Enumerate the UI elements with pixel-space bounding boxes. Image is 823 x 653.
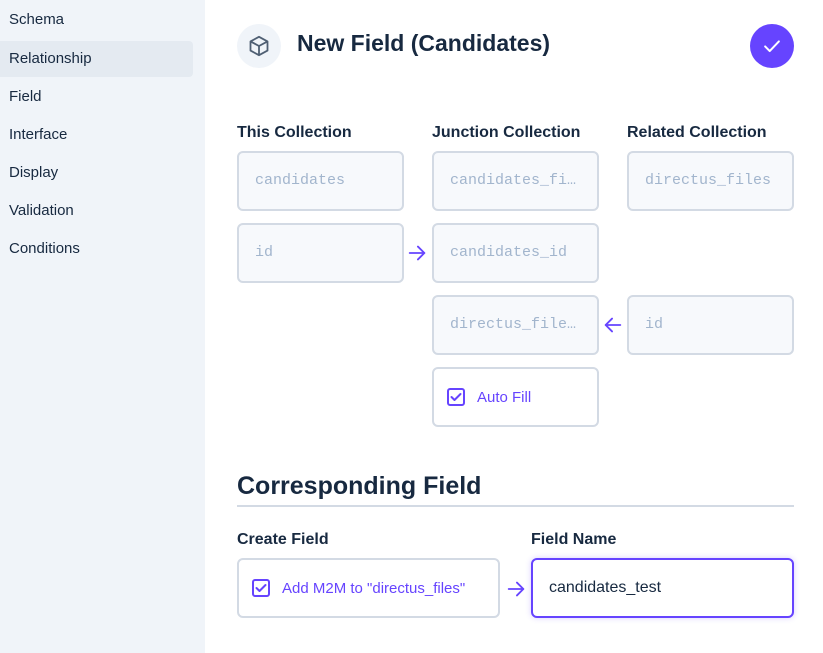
sidebar-item-relationship[interactable]: Relationship [0,41,193,77]
checkbox-checked-icon [447,388,465,406]
junction-field-two[interactable]: directus_files_id [432,295,599,355]
auto-fill-checkbox[interactable]: Auto Fill [432,367,599,427]
sidebar-item-schema[interactable]: Schema [9,11,65,28]
sidebar-item-display[interactable]: Display [9,164,59,181]
sidebar-item-conditions[interactable]: Conditions [9,240,80,257]
checkbox-checked-icon [252,579,270,597]
create-field-checkbox[interactable]: Add M2M to "directus_files" [237,558,500,618]
related-collection-label: Related Collection [627,124,767,141]
auto-fill-label: Auto Fill [477,388,532,406]
related-collection-primary-key-field[interactable]: id [627,295,794,355]
sidebar-item-interface[interactable]: Interface [9,126,68,143]
box-icon [237,24,281,68]
create-field-checkbox-label: Add M2M to "directus_files" [282,579,466,597]
sidebar-item-validation[interactable]: Validation [9,202,74,219]
section-divider [237,505,794,507]
save-button[interactable] [750,24,794,68]
page-title: New Field (Candidates) [297,30,551,56]
junction-field-one[interactable]: candidates_id [432,223,599,283]
related-collection-field[interactable]: directus_files [627,151,794,211]
this-collection-primary-key-field[interactable]: id [237,223,404,283]
section-title: Corresponding Field [237,472,482,500]
arrow-right-icon [406,242,428,264]
field-name-input[interactable] [531,558,794,618]
junction-collection-field[interactable]: candidates_files [432,151,599,211]
arrow-right-icon [505,578,527,600]
junction-collection-label: Junction Collection [432,124,581,141]
arrow-left-icon [602,314,624,336]
this-collection-label: This Collection [237,124,352,141]
sidebar-item-field[interactable]: Field [9,88,42,105]
check-icon [764,40,780,53]
this-collection-field[interactable]: candidates [237,151,404,211]
field-name-label: Field Name [531,531,617,548]
sidebar: Schema Relationship Field Interface Disp… [0,0,205,653]
create-field-label: Create Field [237,531,329,548]
